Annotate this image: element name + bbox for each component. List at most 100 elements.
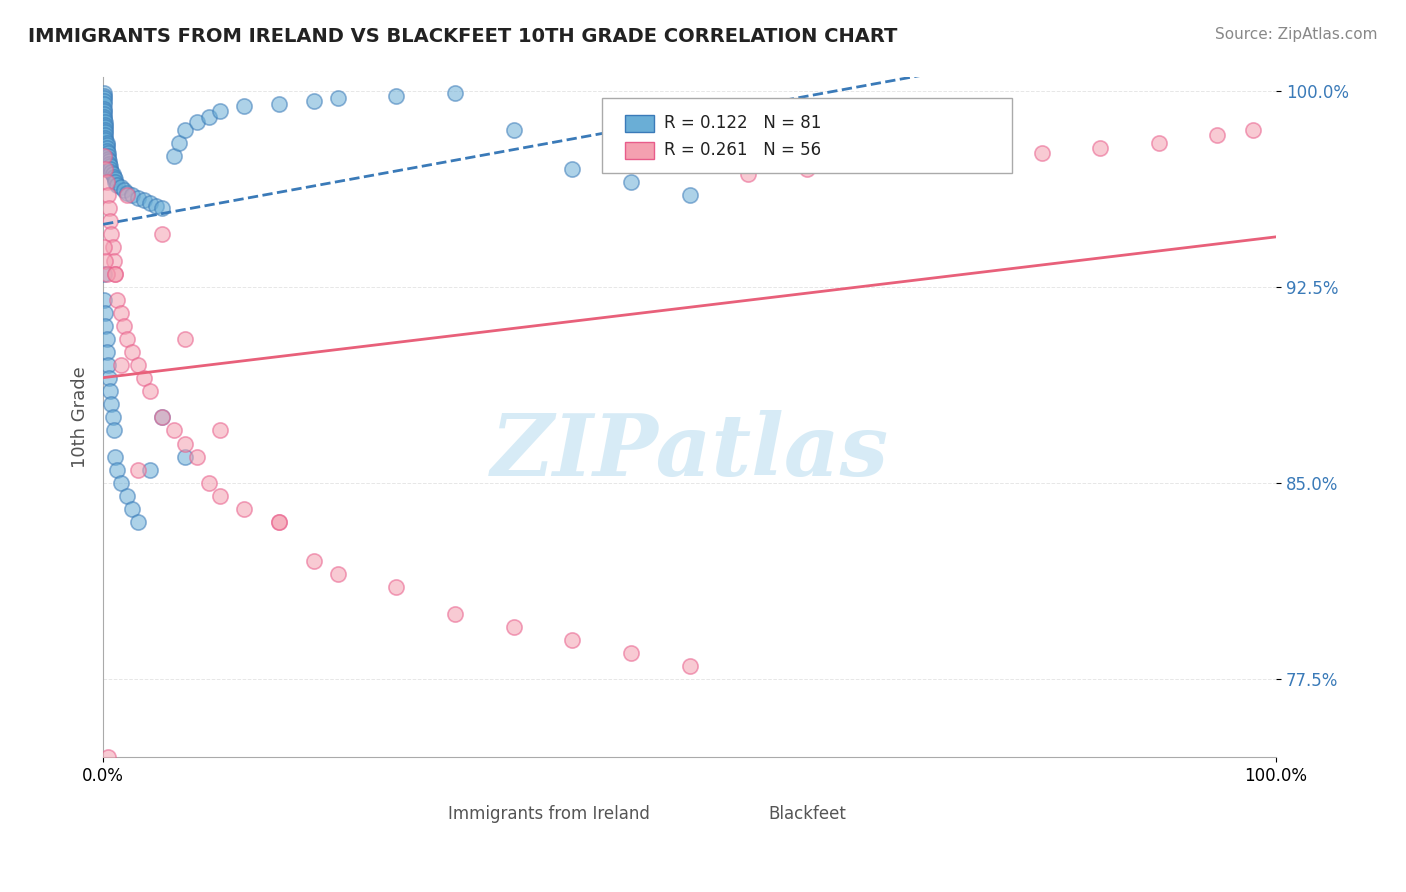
Blackfeet — [620, 646, 643, 660]
Blackfeet — [94, 161, 117, 176]
Immigrants from Ireland — [94, 118, 117, 132]
Bar — [626, 142, 654, 159]
Immigrants from Ireland — [98, 157, 121, 171]
Immigrants from Ireland — [150, 410, 173, 425]
Bar — [713, 791, 742, 808]
Text: R = 0.261   N = 56: R = 0.261 N = 56 — [664, 141, 821, 159]
Blackfeet — [972, 149, 994, 163]
Immigrants from Ireland — [150, 201, 173, 215]
Immigrants from Ireland — [94, 306, 117, 320]
Immigrants from Ireland — [115, 489, 138, 503]
Immigrants from Ireland — [93, 267, 115, 281]
Blackfeet — [104, 267, 127, 281]
Blackfeet — [139, 384, 162, 399]
Immigrants from Ireland — [93, 94, 115, 108]
Immigrants from Ireland — [139, 463, 162, 477]
Immigrants from Ireland — [93, 293, 115, 307]
Text: Immigrants from Ireland: Immigrants from Ireland — [449, 805, 650, 823]
Immigrants from Ireland — [96, 345, 118, 359]
Blackfeet — [174, 436, 197, 450]
Immigrants from Ireland — [93, 107, 115, 121]
Immigrants from Ireland — [115, 186, 138, 200]
Text: R = 0.122   N = 81: R = 0.122 N = 81 — [664, 114, 821, 132]
Immigrants from Ireland — [162, 149, 184, 163]
Immigrants from Ireland — [110, 180, 132, 194]
Immigrants from Ireland — [112, 183, 135, 197]
Blackfeet — [174, 332, 197, 346]
Blackfeet — [267, 515, 290, 529]
Immigrants from Ireland — [96, 138, 118, 153]
Blackfeet — [561, 632, 583, 647]
Immigrants from Ireland — [97, 152, 120, 166]
Bar — [626, 115, 654, 132]
Immigrants from Ireland — [127, 515, 149, 529]
Blackfeet — [98, 201, 121, 215]
Immigrants from Ireland — [134, 194, 156, 208]
Blackfeet — [110, 306, 132, 320]
Text: IMMIGRANTS FROM IRELAND VS BLACKFEET 10TH GRADE CORRELATION CHART: IMMIGRANTS FROM IRELAND VS BLACKFEET 10T… — [28, 27, 897, 45]
Immigrants from Ireland — [97, 149, 120, 163]
Immigrants from Ireland — [94, 115, 117, 129]
Blackfeet — [121, 345, 143, 359]
Immigrants from Ireland — [93, 86, 115, 100]
Blackfeet — [101, 240, 124, 254]
Blackfeet — [97, 750, 120, 764]
Immigrants from Ireland — [98, 371, 121, 385]
Blackfeet — [304, 554, 326, 568]
Blackfeet — [678, 658, 700, 673]
Immigrants from Ireland — [93, 91, 115, 105]
Immigrants from Ireland — [94, 130, 117, 145]
Blackfeet — [150, 227, 173, 242]
Immigrants from Ireland — [100, 397, 122, 411]
Blackfeet — [93, 240, 115, 254]
Immigrants from Ireland — [93, 104, 115, 119]
Immigrants from Ireland — [94, 318, 117, 333]
Immigrants from Ireland — [96, 144, 118, 158]
Blackfeet — [1088, 141, 1111, 155]
Blackfeet — [209, 424, 232, 438]
Immigrants from Ireland — [104, 172, 127, 186]
Blackfeet — [127, 358, 149, 372]
Blackfeet — [115, 332, 138, 346]
Blackfeet — [110, 358, 132, 372]
Immigrants from Ireland — [93, 88, 115, 103]
Blackfeet — [103, 253, 125, 268]
Text: ZIPatlas: ZIPatlas — [491, 409, 889, 493]
Immigrants from Ireland — [385, 88, 408, 103]
Blackfeet — [96, 175, 118, 189]
Immigrants from Ireland — [94, 122, 117, 136]
Immigrants from Ireland — [94, 125, 117, 139]
Blackfeet — [855, 157, 877, 171]
Immigrants from Ireland — [174, 450, 197, 464]
Immigrants from Ireland — [174, 122, 197, 136]
Blackfeet — [134, 371, 156, 385]
Immigrants from Ireland — [98, 384, 121, 399]
Immigrants from Ireland — [100, 164, 122, 178]
Immigrants from Ireland — [678, 188, 700, 202]
Blackfeet — [1031, 146, 1053, 161]
Immigrants from Ireland — [139, 196, 162, 211]
Immigrants from Ireland — [105, 463, 128, 477]
Blackfeet — [186, 450, 208, 464]
Immigrants from Ireland — [96, 332, 118, 346]
Immigrants from Ireland — [98, 154, 121, 169]
Immigrants from Ireland — [186, 115, 208, 129]
Blackfeet — [209, 489, 232, 503]
Blackfeet — [162, 424, 184, 438]
Immigrants from Ireland — [232, 99, 254, 113]
Blackfeet — [150, 410, 173, 425]
Immigrants from Ireland — [104, 175, 127, 189]
Immigrants from Ireland — [326, 91, 349, 105]
Immigrants from Ireland — [444, 86, 467, 100]
Blackfeet — [96, 267, 118, 281]
Text: Source: ZipAtlas.com: Source: ZipAtlas.com — [1215, 27, 1378, 42]
Immigrants from Ireland — [101, 410, 124, 425]
Blackfeet — [1206, 128, 1229, 142]
Blackfeet — [98, 214, 121, 228]
Immigrants from Ireland — [110, 475, 132, 490]
Immigrants from Ireland — [169, 136, 191, 150]
Blackfeet — [267, 515, 290, 529]
Immigrants from Ireland — [93, 96, 115, 111]
Immigrants from Ireland — [561, 161, 583, 176]
Immigrants from Ireland — [103, 424, 125, 438]
